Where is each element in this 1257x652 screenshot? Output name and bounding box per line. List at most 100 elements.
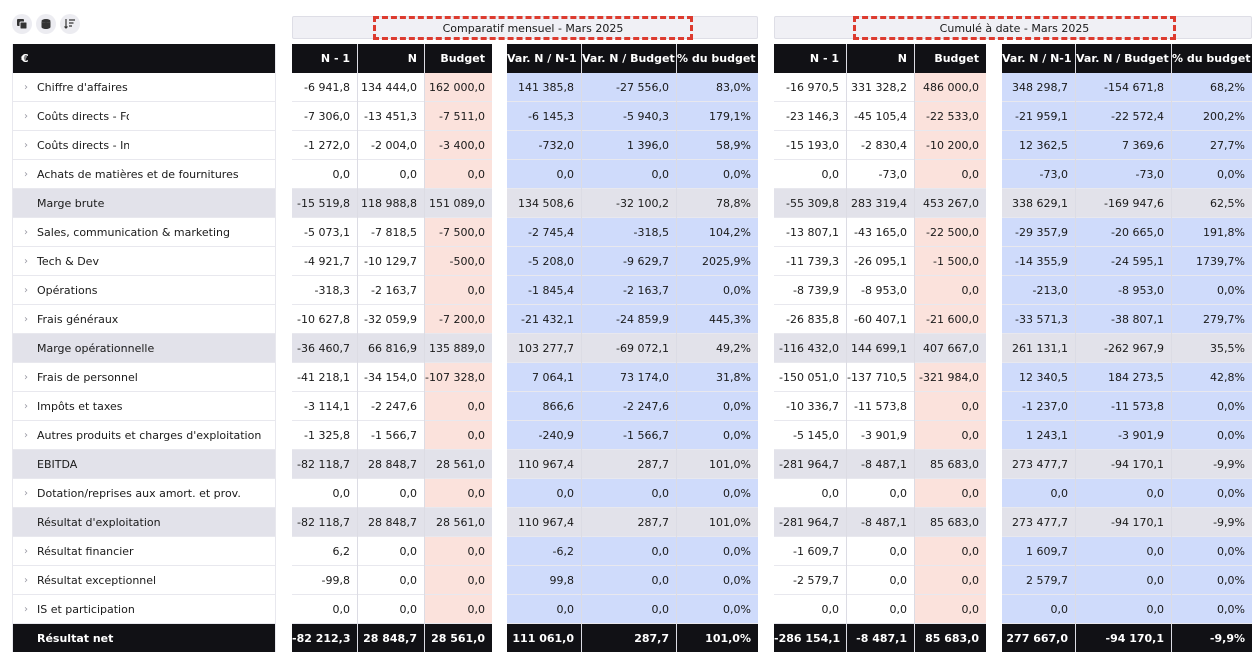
row-label-expandable[interactable]: › Achats de matières et de fournitures <box>13 160 275 189</box>
cell-monthly-pct-budget: 0,0% <box>677 276 758 305</box>
column-header-monthly-n[interactable]: N <box>358 44 424 73</box>
cell-monthly-n: 28 848,7 <box>358 450 424 479</box>
column-header-cumul-budget[interactable]: Budget <box>915 44 986 73</box>
chevron-right-icon[interactable]: › <box>24 285 28 296</box>
cell-monthly-budget: -7 500,0 <box>425 218 492 247</box>
cell-monthly-n: 28 848,7 <box>358 624 424 652</box>
chevron-right-icon[interactable]: › <box>24 604 28 615</box>
cell-cumul-n1: -2 579,7 <box>774 566 846 595</box>
group-header-cumul-label: Cumulé à date - Mars 2025 <box>853 16 1176 40</box>
cell-cumul-n1: -16 970,5 <box>774 73 846 102</box>
chevron-right-icon[interactable]: › <box>24 546 28 557</box>
row-label-expandable[interactable]: › Tech & Dev <box>13 247 275 276</box>
row-label-expandable[interactable]: › Impôts et taxes <box>13 392 275 421</box>
row-label-expandable[interactable]: › Chiffre d'affaires <box>13 73 275 102</box>
cell-cumul-n1: 0,0 <box>774 595 846 624</box>
row-label-expandable[interactable]: › Résultat financier <box>13 537 275 566</box>
chevron-right-icon[interactable]: › <box>24 169 28 180</box>
cell-cumul-pct-budget: 0,0% <box>1172 479 1252 508</box>
column-header-monthly-n1[interactable]: N - 1 <box>292 44 357 73</box>
cell-monthly-pct-budget: 0,0% <box>677 160 758 189</box>
cell-cumul-pct-budget: 1739,7% <box>1172 247 1252 276</box>
cell-cumul-n1: 0,0 <box>774 479 846 508</box>
cell-cumul-pct-budget: 35,5% <box>1172 334 1252 363</box>
chevron-right-icon[interactable]: › <box>24 372 28 383</box>
cell-monthly-var-n-n1: 866,6 <box>507 392 581 421</box>
row-label-text: Dotation/reprises aux amort. et prov. <box>37 487 241 500</box>
sort-button[interactable] <box>60 14 80 34</box>
group-header-monthly: Comparatif mensuel - Mars 2025 <box>292 16 758 40</box>
row-label-expandable[interactable]: › IS et participation <box>13 595 275 624</box>
cell-cumul-var-n-n1: 348 298,7 <box>1002 73 1075 102</box>
column-header-cumul-n[interactable]: N <box>847 44 914 73</box>
column-header-monthly-budget[interactable]: Budget <box>425 44 492 73</box>
database-button[interactable] <box>36 14 56 34</box>
column-cumul-n: N 331 328,2 -45 105,4 -2 830,4 -73,0 283 319,… <box>846 44 914 652</box>
row-label-expandable[interactable]: › Sales, communication & marketing <box>13 218 275 247</box>
chevron-right-icon[interactable]: › <box>24 314 28 325</box>
cell-cumul-var-n-n1: -1 237,0 <box>1002 392 1075 421</box>
chevron-right-icon[interactable]: › <box>24 430 28 441</box>
row-label: Marge opérationnelle <box>13 334 275 363</box>
cell-cumul-n: -26 095,1 <box>847 247 914 276</box>
chevron-right-icon[interactable]: › <box>24 575 28 586</box>
column-header-cumul-var-n-n1[interactable]: Var. N / N-1 <box>1002 44 1075 73</box>
cell-cumul-var-n-budget: 184 273,5 <box>1076 363 1171 392</box>
cell-monthly-var-n-n1: -6 145,3 <box>507 102 581 131</box>
cell-monthly-var-n-budget: 73 174,0 <box>582 363 676 392</box>
chevron-right-icon[interactable]: › <box>24 82 28 93</box>
cell-monthly-var-n-budget: -318,5 <box>582 218 676 247</box>
cell-cumul-var-n-budget: 0,0 <box>1076 479 1171 508</box>
cell-monthly-var-n-n1: 110 967,4 <box>507 508 581 537</box>
cell-monthly-var-n-budget: -69 072,1 <box>582 334 676 363</box>
cell-monthly-var-n-n1: 0,0 <box>507 160 581 189</box>
row-label-expandable[interactable]: › Autres produits et charges d'exploitati… <box>13 421 275 450</box>
row-label: Résultat net <box>13 624 275 652</box>
cell-monthly-n1: -82 118,7 <box>292 450 357 479</box>
cell-monthly-budget: -500,0 <box>425 247 492 276</box>
cell-cumul-n: -8 953,0 <box>847 276 914 305</box>
row-label-expandable[interactable]: › Opérations <box>13 276 275 305</box>
chevron-right-icon[interactable]: › <box>24 227 28 238</box>
row-label-expandable[interactable]: › Frais généraux <box>13 305 275 334</box>
column-header-cumul-var-n-budget[interactable]: Var. N / Budget <box>1076 44 1171 73</box>
row-label-text: Résultat d'exploitation <box>37 516 161 529</box>
column-cumul-n1: N - 1 -16 970,5 -23 146,3 -15 193,0 0,0 -55 3… <box>774 44 846 652</box>
cell-monthly-var-n-budget: -9 629,7 <box>582 247 676 276</box>
chevron-right-icon[interactable]: › <box>24 140 28 151</box>
cell-monthly-budget: 0,0 <box>425 421 492 450</box>
column-header-cumul-n1[interactable]: N - 1 <box>774 44 846 73</box>
chevron-right-icon[interactable]: › <box>24 256 28 267</box>
column-header-monthly-pct-budget[interactable]: % du budget <box>677 44 758 73</box>
row-label-text: Coûts directs - In <box>37 139 129 152</box>
cell-monthly-pct-budget: 2025,9% <box>677 247 758 276</box>
row-label-expandable[interactable]: › Dotation/reprises aux amort. et prov. <box>13 479 275 508</box>
cell-monthly-budget: 151 089,0 <box>425 189 492 218</box>
cell-monthly-var-n-budget: -1 566,7 <box>582 421 676 450</box>
column-header-cumul-pct-budget[interactable]: % du budget <box>1172 44 1252 73</box>
cell-cumul-n: 0,0 <box>847 479 914 508</box>
row-label-expandable[interactable]: › Coûts directs - Fo <box>13 102 275 131</box>
cell-monthly-var-n-budget: 0,0 <box>582 566 676 595</box>
cell-monthly-pct-budget: 49,2% <box>677 334 758 363</box>
copy-button[interactable] <box>12 14 32 34</box>
chevron-right-icon[interactable]: › <box>24 488 28 499</box>
row-label-expandable[interactable]: › Résultat exceptionnel <box>13 566 275 595</box>
column-header-monthly-var-n-n1[interactable]: Var. N / N-1 <box>507 44 581 73</box>
row-label-expandable[interactable]: › Coûts directs - In <box>13 131 275 160</box>
sort-icon <box>64 19 75 29</box>
row-label-text: EBITDA <box>37 458 78 471</box>
cell-cumul-n: -8 487,1 <box>847 624 914 652</box>
cell-monthly-var-n-budget: 1 396,0 <box>582 131 676 160</box>
column-header-monthly-var-n-budget[interactable]: Var. N / Budget <box>582 44 676 73</box>
chevron-right-icon[interactable]: › <box>24 401 28 412</box>
row-label-text: Autres produits et charges d'exploitatio… <box>37 429 262 442</box>
cell-cumul-var-n-n1: 0,0 <box>1002 479 1075 508</box>
column-cumul-pct-budget: % du budget 68,2% 200,2% 27,7% 0,0% 62,5% 191,… <box>1171 44 1252 652</box>
cell-monthly-var-n-budget: 287,7 <box>582 450 676 479</box>
chevron-right-icon[interactable]: › <box>24 111 28 122</box>
row-label-expandable[interactable]: › Frais de personnel <box>13 363 275 392</box>
cell-cumul-var-n-budget: 7 369,6 <box>1076 131 1171 160</box>
cell-cumul-pct-budget: 0,0% <box>1172 595 1252 624</box>
column-monthly-var-n-budget: Var. N / Budget -27 556,0 -5 940,3 1 396,0 0… <box>581 44 676 652</box>
